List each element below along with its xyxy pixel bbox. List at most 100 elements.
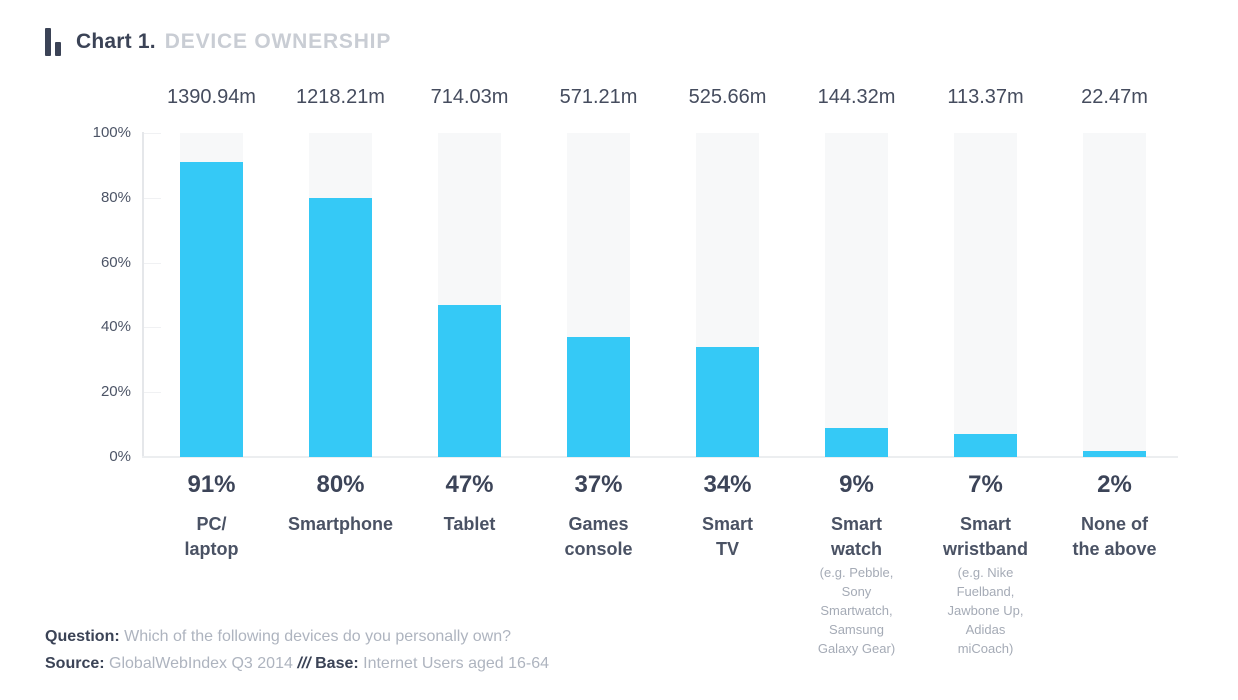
category-sublabel-line: Smartwatch, [820,603,893,618]
category-label-tablet: Tablet [395,512,544,537]
chart-column-pc-laptop: 1390.94m 91% PC/laptop [147,0,276,700]
y-tick-label-0: 0% [109,448,131,465]
y-tick-line-60 [144,262,161,264]
total-users-label-tablet: 714.03m [430,86,509,108]
source-line: Source: GlobalWebIndex Q3 2014 /// Base:… [45,650,549,677]
total-users-label-smartphone: 1218.21m [296,86,385,108]
chart-column-games-console: 571.21m 37% Games console [534,0,663,700]
source-text: GlobalWebIndex Q3 2014 [109,655,293,672]
category-label-line: watch [830,539,882,559]
bar-tablet [438,304,501,457]
bar-smart-tv [696,346,759,457]
y-tick-line-40 [144,327,161,329]
percent-label-pc-laptop: 91% [187,471,236,498]
total-users-label-smart-watch: 144.32m [817,86,896,108]
category-sublabel-smart-watch: (e.g. Pebble, Sony Smartwatch, Samsung Galax… [778,563,935,658]
category-label-smart-wristband: Smart wristband [911,512,1060,562]
category-label-line: PC/ [196,514,227,534]
page-title: DEVICE OWNERSHIP [164,30,392,53]
category-sublabel-line: (e.g. Pebble, [819,565,894,580]
category-label-none-of-above: None of the above [1040,512,1189,562]
category-label-line: Smart [701,514,754,534]
bar-none-of-above [1083,450,1146,457]
category-sublabel-line: (e.g. Nike [957,565,1014,580]
bar-track-none-of-above [1083,133,1146,457]
bar-chart-icon-tall-bar [45,28,51,56]
total-users-label-smart-tv: 525.66m [688,86,767,108]
category-label-line: console [564,539,633,559]
category-label-line: wristband [942,539,1028,559]
percent-label-tablet: 47% [445,471,494,498]
base-label: Base: [315,655,359,672]
bar-smartphone [309,197,372,457]
bar-track-tablet [438,133,501,457]
percent-label-smart-watch: 9% [839,471,874,498]
chart-header: Chart 1. DEVICE OWNERSHIP [45,28,391,56]
bar-track-smart-watch [825,133,888,457]
y-axis-line [142,132,144,458]
slashes-separator: /// [297,655,311,672]
y-tick-label-60: 60% [100,253,131,271]
total-users-label-pc-laptop: 1390.94m [167,86,256,108]
bar-track-smart-wristband [954,133,1017,457]
total-users-label-none-of-above: 22.47m [1081,86,1148,108]
category-sublabel-line: Sony [841,584,872,599]
bar-track-smartphone [309,133,372,457]
category-label-line: laptop [184,539,239,559]
y-tick-line-100 [144,133,161,134]
bar-track-smart-tv [696,133,759,457]
source-label: Source: [45,655,105,672]
x-axis-baseline [142,456,1178,458]
bar-pc-laptop [180,162,243,457]
category-label-pc-laptop: PC/laptop [137,512,286,562]
category-sublabel-line: Galaxy Gear) [817,641,896,656]
bar-smart-watch [825,427,888,457]
category-label-smartphone: Smartphone [266,512,415,537]
category-label-line: Smart [830,514,883,534]
category-sublabel-smart-wristband: (e.g. Nike Fuelband, Jawbone Up, Adidas miCo… [907,563,1064,658]
bar-games-console [567,337,630,457]
category-label-smart-tv: Smart TV [653,512,802,562]
y-tick-label-20: 20% [100,383,131,401]
question-text: Which of the following devices do you pe… [124,628,512,645]
base-text: Internet Users aged 16-64 [363,655,550,672]
y-tick-label-40: 40% [100,318,131,336]
percent-label-games-console: 37% [574,471,623,498]
bar-track-games-console [567,133,630,457]
chart-number-label: Chart 1. [76,30,156,53]
chart-column-none-of-above: 22.47m 2% None of the above [1050,0,1179,700]
y-tick-line-20 [144,392,161,394]
category-label-line: Smartphone [287,514,393,534]
category-label-line: Tablet [443,514,496,534]
percent-label-smart-tv: 34% [703,471,752,498]
bar-track-pc-laptop [180,133,243,457]
percent-label-smartphone: 80% [316,471,365,498]
category-label-smart-watch: Smart watch [782,512,931,562]
y-tick-label-100: 100% [92,124,131,141]
y-tick-line-80 [144,197,161,199]
chart-column-smartphone: 1218.21m 80% Smartphone [276,0,405,700]
footnotes: Question: Which of the following devices… [45,623,549,677]
percent-label-none-of-above: 2% [1097,471,1132,498]
category-label-games-console: Games console [524,512,673,562]
y-tick-label-80: 80% [100,188,131,206]
category-label-line: TV [715,539,739,559]
total-users-label-smart-wristband: 113.37m [947,86,1024,108]
chart-column-smart-wristband: 113.37m 7% Smart wristband (e.g. Nike Fuelban… [921,0,1050,700]
category-sublabel-line: miCoach) [957,641,1014,656]
category-label-line: Games [568,514,629,534]
question-line: Question: Which of the following devices… [45,623,549,650]
category-sublabel-line: Samsung [829,622,884,637]
total-users-label-games-console: 571.21m [559,86,638,108]
category-label-line: None of [1081,514,1148,534]
bar-chart-icon [45,28,62,56]
category-sublabel-line: Adidas [965,622,1006,637]
chart-column-smart-watch: 144.32m 9% Smart watch (e.g. Pebble, Sony Smar… [792,0,921,700]
bar-chart-icon-short-bar [55,42,61,56]
chart-column-tablet: 714.03m 47% Tablet [405,0,534,700]
question-label: Question: [45,628,120,645]
category-label-line: Smart [959,514,1012,534]
percent-label-smart-wristband: 7% [968,471,1003,498]
category-sublabel-line: Jawbone Up, [947,603,1024,618]
